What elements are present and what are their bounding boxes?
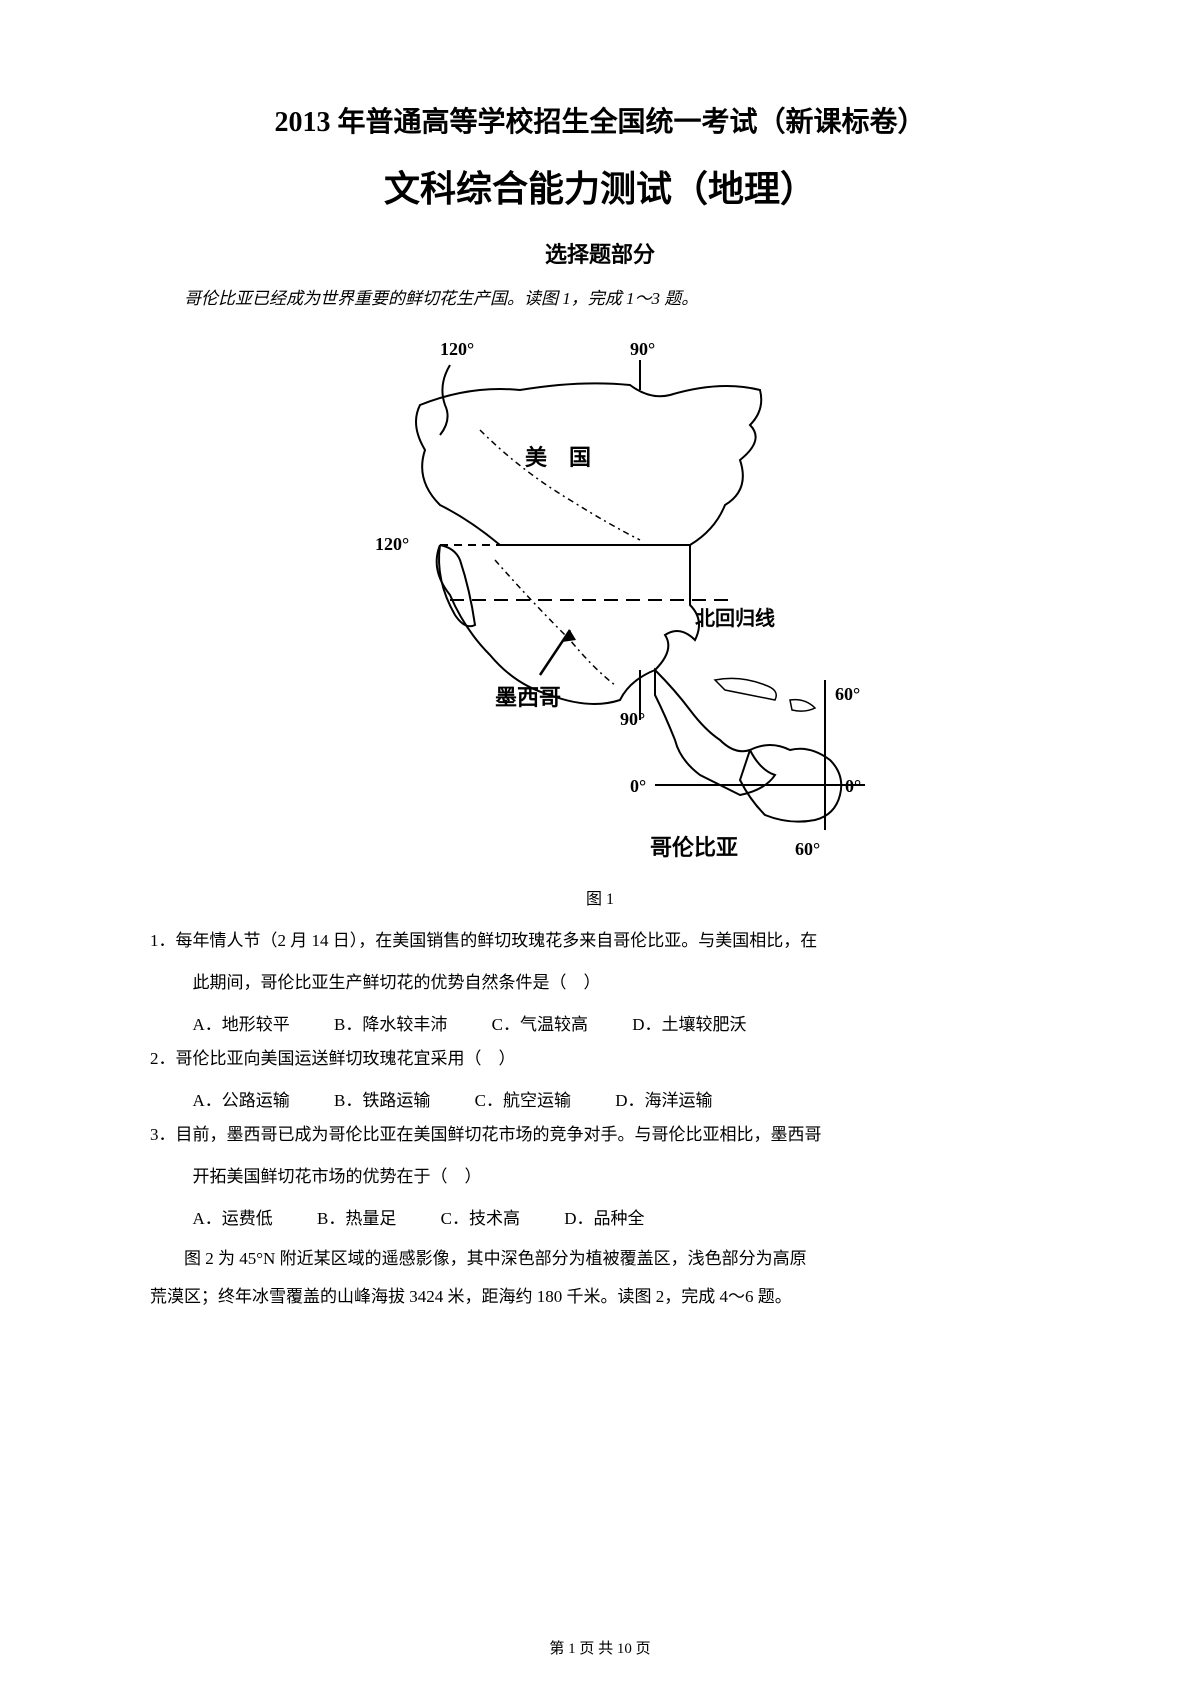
q3-option-a: A．运费低 (193, 1202, 273, 1236)
map-figure-1: 120° 90° 120° 北回归线 美 国 墨西哥 90° (320, 330, 880, 870)
context-q4-6-line1: 图 2 为 45°N 附近某区域的遥感影像，其中深色部分为植被覆盖区，浅色部分为… (150, 1244, 1050, 1275)
mexico-label: 墨西哥 (495, 685, 561, 710)
page-footer: 第 1 页 共 10 页 (0, 1637, 1200, 1658)
hispaniola-outline (790, 699, 815, 710)
q1-options: A．地形较平 B．降水较丰沛 C．气温较高 D．土壤较肥沃 (150, 1008, 1050, 1042)
q3-number: 3． (150, 1125, 176, 1144)
q1-text: 每年情人节（2 月 14 日），在美国销售的鲜切玫瑰花多来自哥伦比亚。与美国相比… (176, 931, 818, 950)
lon-90-bottom-label: 90° (620, 709, 645, 729)
figure-1-container: 120° 90° 120° 北回归线 美 国 墨西哥 90° (150, 330, 1050, 909)
lat-0-right-label: 0° (845, 776, 861, 796)
q1-option-a: A．地形较平 (193, 1008, 290, 1042)
lon-60-bottom-label: 60° (795, 839, 820, 859)
context-q4-6-line2: 荒漠区；终年冰雪覆盖的山峰海拔 3424 米，距海约 180 千米。读图 2，完… (150, 1282, 1050, 1313)
colombia-outline (740, 745, 841, 822)
q2-options: A．公路运输 B．铁路运输 C．航空运输 D．海洋运输 (150, 1084, 1050, 1118)
q2-option-a: A．公路运输 (193, 1084, 290, 1118)
q3-text: 目前，墨西哥已成为哥伦比亚在美国鲜切花市场的竞争对手。与哥伦比亚相比，墨西哥 (176, 1125, 822, 1144)
q2-number: 2． (150, 1049, 176, 1068)
q3-text-line2: 开拓美国鲜切花市场的优势在于（ ） (150, 1160, 1050, 1194)
lat-0-left-label: 0° (630, 776, 646, 796)
q3-option-c: C．技术高 (441, 1202, 520, 1236)
q1-option-b: B．降水较丰沛 (334, 1008, 447, 1042)
lon-120-left-label: 120° (375, 534, 409, 554)
q2-option-b: B．铁路运输 (334, 1084, 430, 1118)
q2-option-d: D．海洋运输 (615, 1084, 712, 1118)
meridian-120-top (440, 365, 450, 435)
tropic-label: 北回归线 (695, 606, 775, 630)
q2-text: 哥伦比亚向美国运送鲜切玫瑰花宜采用（ ） (176, 1049, 516, 1068)
context-q1-3: 哥伦比亚已经成为世界重要的鲜切花生产国。读图 1，完成 1～3 题。 (150, 284, 1050, 315)
lon-60-right-label: 60° (835, 684, 860, 704)
exam-title-sub: 文科综合能力测试（地理） (150, 160, 1050, 212)
q3-option-b: B．热量足 (317, 1202, 396, 1236)
q2-option-c: C．航空运输 (475, 1084, 571, 1118)
usa-label: 美 国 (525, 445, 591, 470)
q3-options: A．运费低 B．热量足 C．技术高 D．品种全 (150, 1202, 1050, 1236)
central-america-outline (655, 670, 775, 795)
q3-option-d: D．品种全 (564, 1202, 644, 1236)
cuba-outline (715, 678, 776, 700)
section-title: 选择题部分 (150, 237, 1050, 269)
q1-text-line2: 此期间，哥伦比亚生产鲜切花的优势自然条件是（ ） (150, 966, 1050, 1000)
colombia-label: 哥伦比亚 (650, 835, 738, 860)
mexico-outline (437, 545, 699, 704)
question-2: 2．哥伦比亚向美国运送鲜切玫瑰花宜采用（ ） (150, 1042, 1050, 1076)
mexico-interior-line (495, 560, 615, 685)
question-3: 3．目前，墨西哥已成为哥伦比亚在美国鲜切花市场的竞争对手。与哥伦比亚相比，墨西哥 (150, 1118, 1050, 1152)
q1-option-c: C．气温较高 (492, 1008, 588, 1042)
lon-120-top-label: 120° (440, 339, 474, 359)
question-1: 1．每年情人节（2 月 14 日），在美国销售的鲜切玫瑰花多来自哥伦比亚。与美国… (150, 924, 1050, 958)
lon-90-top-label: 90° (630, 339, 655, 359)
mexico-arrowhead (562, 630, 576, 642)
figure-1-caption: 图 1 (150, 885, 1050, 909)
exam-title-main: 2013 年普通高等学校招生全国统一考试（新课标卷） (150, 100, 1050, 140)
q1-number: 1． (150, 931, 176, 950)
q1-option-d: D．土壤较肥沃 (632, 1008, 746, 1042)
